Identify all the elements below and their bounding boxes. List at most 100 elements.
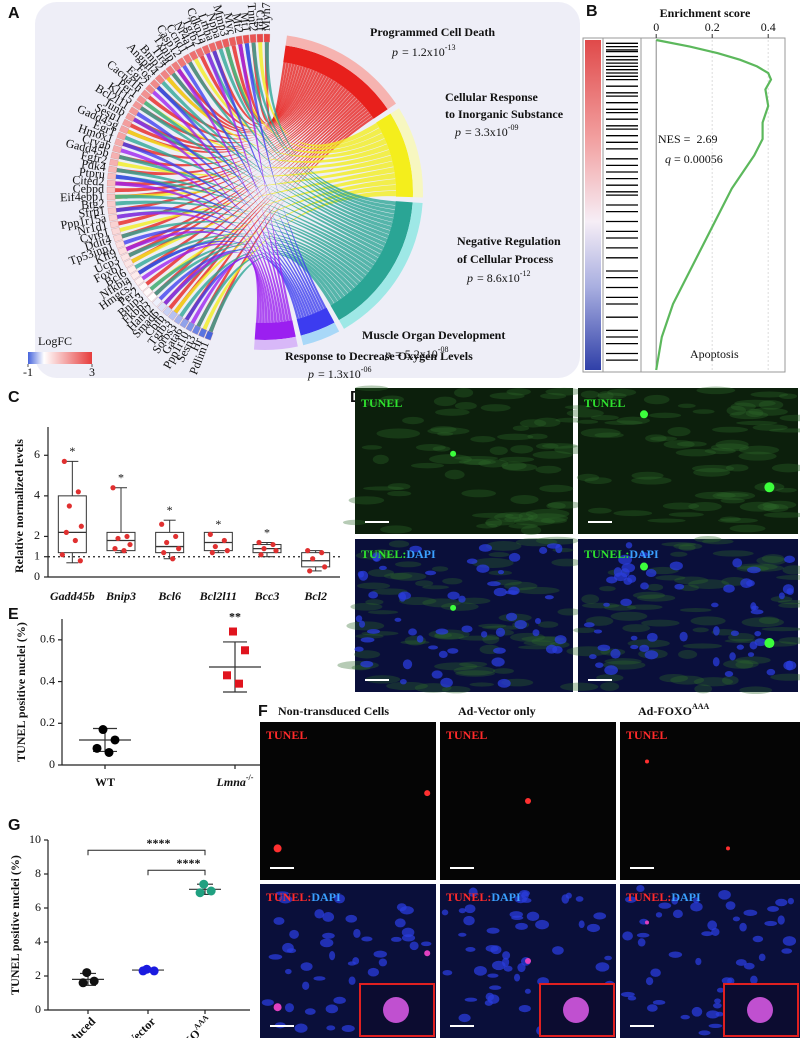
data-point (173, 533, 179, 540)
nucleus (341, 1025, 355, 1033)
chord-ribbon (212, 50, 301, 126)
text-part: TUNEL: (584, 547, 629, 561)
channel-label: TUNEL:DAPI (584, 547, 659, 561)
x-tick-label: WT (95, 775, 115, 789)
tissue-texture (480, 404, 511, 412)
nucleus (473, 965, 487, 976)
nucleus (743, 909, 758, 916)
gene-box (119, 125, 130, 135)
tissue-texture (580, 428, 621, 438)
nucleus (464, 904, 476, 914)
tissue-texture (433, 396, 457, 407)
gene-label: Hr (187, 336, 205, 353)
tissue-texture (566, 408, 604, 418)
tissue-texture (494, 512, 534, 523)
positive-signal (645, 759, 649, 764)
tissue-texture (484, 520, 516, 526)
nucleus (409, 941, 419, 951)
nucleus (485, 944, 499, 952)
chord-ribbon (190, 257, 260, 325)
nucleus (428, 645, 439, 650)
gene-box (117, 246, 128, 256)
nucleus (652, 1000, 666, 1005)
channel-label: TUNEL:DAPI (446, 890, 521, 904)
tissue-texture (442, 577, 463, 585)
tissue-texture (678, 649, 698, 659)
tissue-texture (670, 551, 688, 557)
tissue-texture (691, 464, 735, 473)
nucleus (514, 619, 527, 630)
tissue-texture (677, 403, 696, 409)
nucleus (368, 591, 379, 599)
tissue-texture (476, 523, 498, 529)
data-point (221, 537, 227, 544)
y-tick-label: 0 (34, 569, 40, 583)
nucleus (497, 570, 505, 575)
y-tick-label: 0.4 (40, 673, 55, 687)
superscript: -08 (438, 345, 449, 354)
micrograph (260, 722, 436, 880)
data-point (63, 529, 69, 535)
tissue-texture (688, 501, 722, 512)
nucleus (329, 950, 336, 961)
x-tick-label: Gadd45b (50, 589, 95, 603)
tissue-texture (757, 503, 780, 511)
text-part: WT (95, 775, 115, 789)
tissue-texture (430, 426, 457, 433)
gene-box (111, 227, 121, 236)
nucleus (690, 902, 703, 912)
nucleus (644, 650, 659, 660)
gene-label: Ctgf (253, 9, 268, 31)
significance-bracket (147, 869, 206, 876)
tissue-texture (735, 656, 771, 664)
text-part: TUNEL (361, 396, 402, 410)
nucleus (441, 909, 449, 916)
tissue-texture (581, 602, 620, 609)
nucleus (322, 912, 335, 922)
nucleus (610, 648, 621, 659)
nucleus (708, 1023, 723, 1028)
tissue-texture (437, 431, 454, 436)
nucleus (784, 555, 796, 564)
tissue-texture (356, 582, 391, 590)
tissue-texture (534, 417, 561, 428)
tissue-texture (576, 419, 599, 424)
nucleus (535, 919, 550, 930)
nucleus (713, 1002, 722, 1009)
nucleus (736, 644, 745, 650)
nucleus (706, 1010, 720, 1019)
tissue-texture (383, 572, 413, 580)
tissue-texture (478, 459, 509, 468)
nucleus (358, 570, 369, 581)
tissue-texture (506, 388, 531, 396)
tissue-texture (342, 519, 368, 526)
data-point (104, 747, 114, 757)
channel-label: TUNEL (361, 396, 402, 410)
data-point (224, 548, 230, 554)
data-point (124, 533, 130, 540)
text-part: 2.69 (696, 132, 717, 146)
tissue-texture (363, 486, 405, 491)
nucleus (747, 652, 755, 657)
chord-ribbon (132, 117, 383, 254)
nucleus (750, 602, 757, 611)
tissue-texture (670, 675, 705, 685)
gene-label: Eif4ebp1 (60, 189, 104, 204)
tissue-texture (493, 579, 522, 586)
nucleus (517, 962, 526, 973)
tissue-texture (441, 686, 471, 694)
text-part: Non-transduced (30, 1014, 99, 1038)
nucleus (431, 670, 443, 679)
nucleus (399, 678, 407, 685)
nucleus (630, 644, 639, 650)
nucleus (447, 648, 459, 654)
tissue-texture (492, 668, 514, 674)
nucleus (465, 947, 476, 952)
tissue-texture (367, 610, 399, 615)
tissue-texture (527, 513, 569, 523)
nucleus (534, 617, 541, 625)
gene-box (208, 42, 217, 53)
nucleus (285, 968, 292, 975)
term-p-value: p = 1.3x10-06 (307, 365, 371, 380)
chord-ribbon (176, 67, 309, 131)
